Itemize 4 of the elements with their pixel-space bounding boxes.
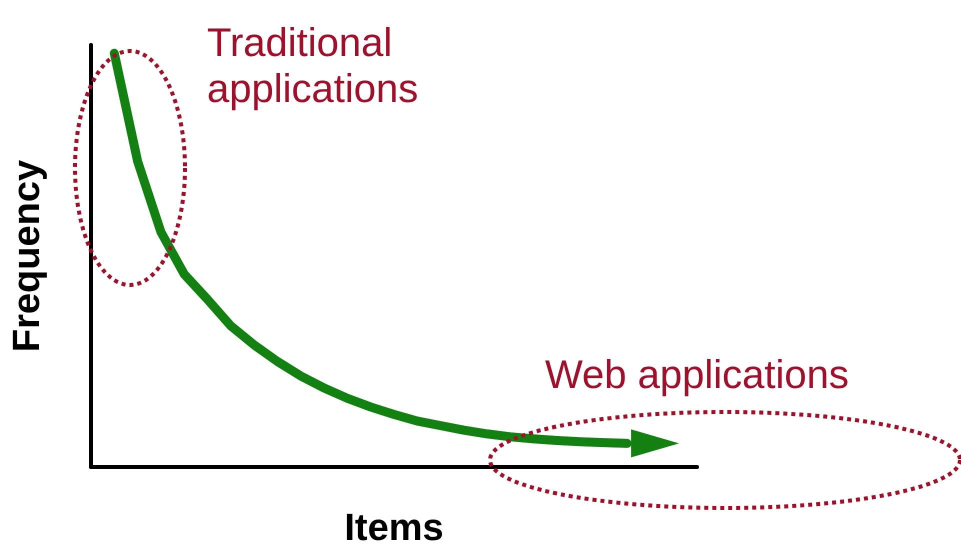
y-axis-title: Frequency <box>6 160 48 352</box>
annotation: Web applications <box>545 353 849 397</box>
x-axis-title: Items <box>344 507 444 549</box>
annotation: Traditional applications <box>207 21 418 111</box>
